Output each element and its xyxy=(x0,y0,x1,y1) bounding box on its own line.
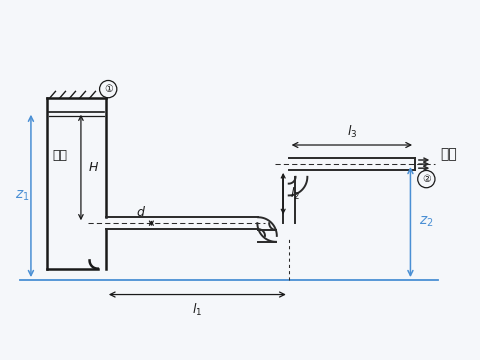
Text: ②: ② xyxy=(422,174,431,184)
Text: $d$: $d$ xyxy=(136,205,146,219)
Text: $z_1$: $z_1$ xyxy=(15,189,30,203)
Text: $l_3$: $l_3$ xyxy=(347,124,357,140)
Text: $z_2$: $z_2$ xyxy=(419,215,433,229)
Text: 大気: 大気 xyxy=(440,147,457,161)
Text: ①: ① xyxy=(104,84,113,94)
Text: 水槽: 水槽 xyxy=(52,149,67,162)
Text: $l_2$: $l_2$ xyxy=(290,186,300,202)
Text: $H$: $H$ xyxy=(88,161,99,174)
Text: $l_1$: $l_1$ xyxy=(192,302,203,318)
